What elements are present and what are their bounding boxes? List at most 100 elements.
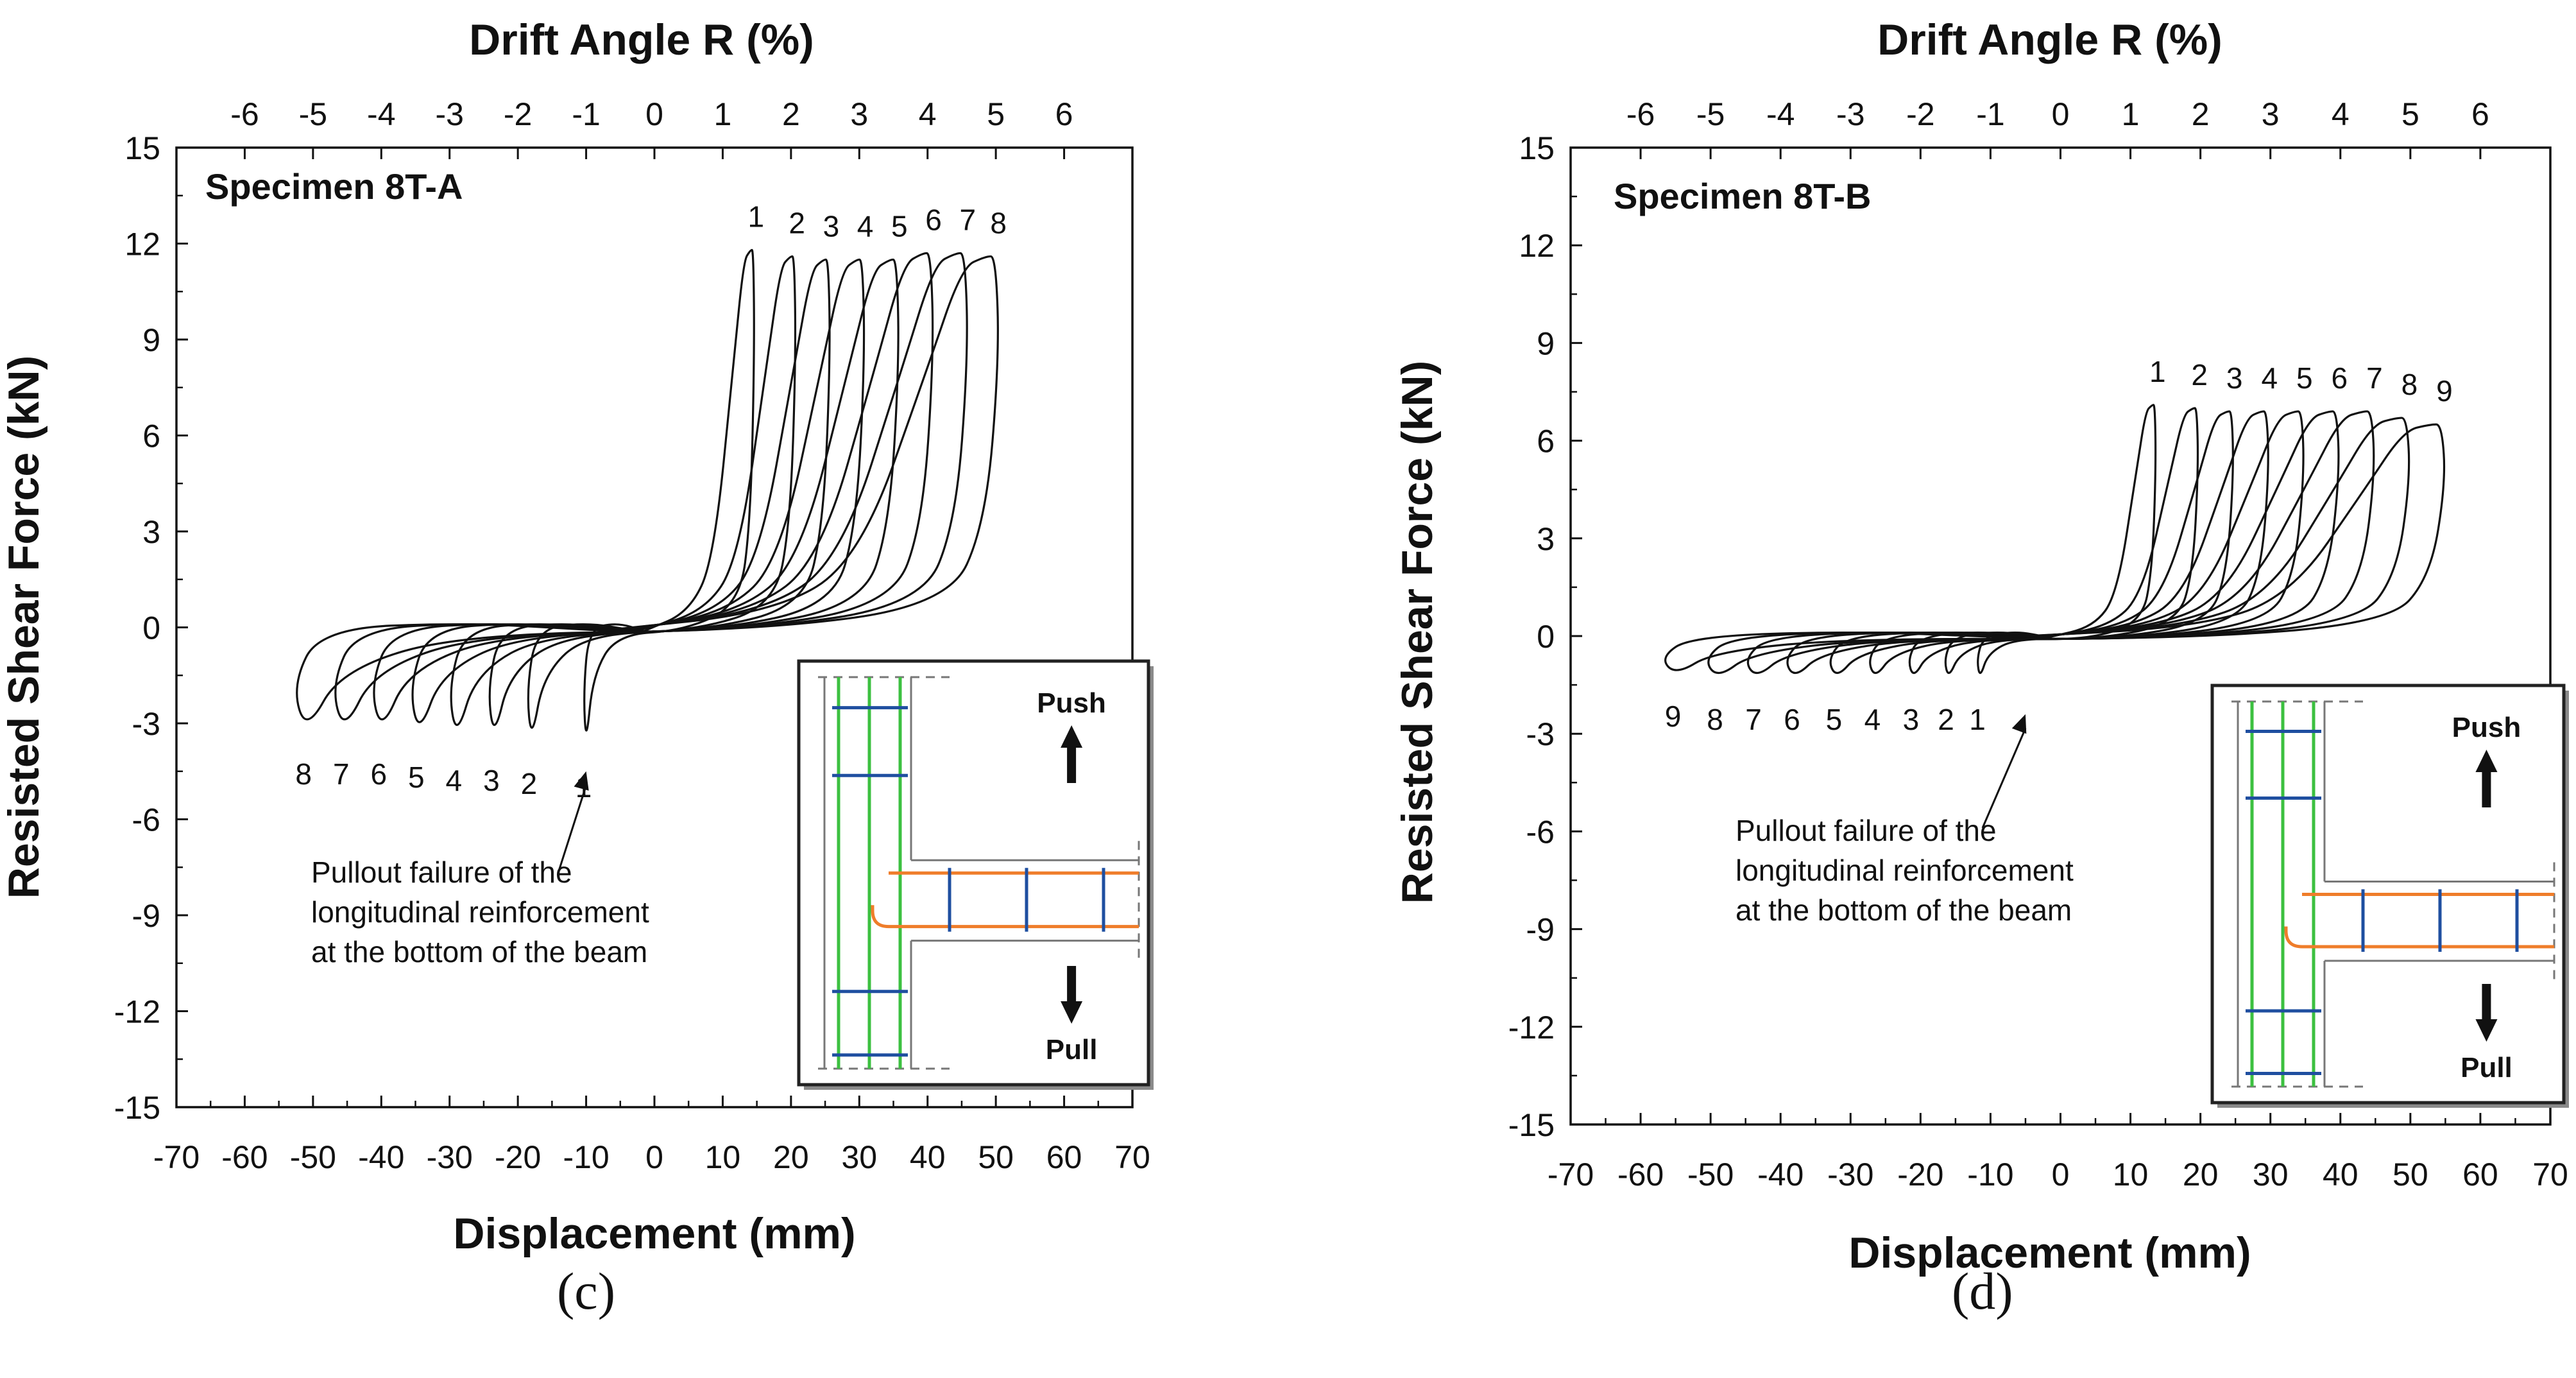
- positive-peak-label: 8: [990, 206, 1007, 239]
- drift-tick-label: 5: [987, 96, 1005, 132]
- positive-peak-label: 6: [925, 203, 942, 236]
- x-tick-label: 20: [773, 1139, 809, 1175]
- x-tick-label: -50: [290, 1139, 336, 1175]
- hysteresis-loops: [1664, 404, 2446, 674]
- x-tick-label: -70: [153, 1139, 200, 1175]
- negative-peak-label: 9: [1665, 700, 1682, 733]
- x-tick-label: 70: [1114, 1139, 1150, 1175]
- x-tick-label: -50: [1687, 1157, 1734, 1193]
- negative-peak-label: 7: [333, 757, 350, 791]
- top-axis-title: Drift Angle R (%): [469, 15, 814, 64]
- chart-c: -70 -60 -50 -40 -30 -20 -10 0 10 20 30 40 50 60 70-6 -5…: [0, 15, 1154, 1258]
- y-tick-label: -6: [1526, 814, 1555, 850]
- drift-tick-label: 3: [850, 96, 868, 132]
- x-tick-label: 40: [2323, 1157, 2358, 1193]
- x-axis-title: Displacement (mm): [453, 1209, 855, 1258]
- x-tick-label: -60: [1617, 1157, 1664, 1193]
- y-tick-label: -3: [1526, 716, 1555, 752]
- panel-label-d: (d): [1952, 1262, 2013, 1320]
- x-tick-label: 0: [645, 1139, 663, 1175]
- negative-peak-label: 4: [1864, 703, 1881, 736]
- y-tick-label: -6: [132, 802, 160, 838]
- y-tick-label: 3: [142, 514, 160, 550]
- positive-peak-label: 2: [789, 206, 805, 239]
- annotation-arrow-line: [1981, 728, 2027, 829]
- hysteresis-loop: [1944, 407, 2199, 674]
- pull-label: Pull: [2461, 1052, 2512, 1083]
- y-tick-label: 6: [1537, 424, 1555, 460]
- x-tick-label: -40: [358, 1139, 404, 1175]
- hysteresis-loop: [296, 255, 999, 721]
- x-tick-label: 10: [705, 1139, 741, 1175]
- x-axis-title: Displacement (mm): [1848, 1228, 2251, 1277]
- hysteresis-loop: [450, 258, 866, 727]
- drift-tick-label: 0: [645, 96, 663, 132]
- hysteresis-loop: [1746, 410, 2375, 674]
- x-tick-label: -20: [1897, 1157, 1943, 1193]
- drift-tick-label: -3: [435, 96, 463, 132]
- x-tick-label: 60: [1046, 1139, 1082, 1175]
- pull-arrow-icon: [1061, 966, 1083, 1024]
- hysteresis-loop: [1786, 410, 2340, 674]
- drift-tick-label: 0: [2052, 96, 2070, 132]
- negative-peak-label: 5: [408, 761, 425, 794]
- negative-peak-label: 1: [1969, 703, 1986, 736]
- x-tick-label: 50: [2393, 1157, 2428, 1193]
- pull-label: Pull: [1046, 1034, 1098, 1065]
- y-tick-label: -15: [1508, 1107, 1555, 1143]
- hysteresis-loop: [1707, 417, 2410, 674]
- chart-d: -70 -60 -50 -40 -30 -20 -10 0 10 20 30 40 50 60 70-6 -5…: [1393, 15, 2569, 1277]
- positive-peak-label: 2: [2191, 358, 2208, 392]
- annotation-line: Pullout failure of the: [311, 856, 572, 889]
- negative-peak-label: 4: [446, 764, 463, 797]
- top-axis-title: Drift Angle R (%): [1877, 15, 2222, 64]
- panel-label-c: (c): [557, 1262, 616, 1320]
- y-tick-label: 9: [1537, 325, 1555, 361]
- hysteresis-loop: [583, 248, 755, 732]
- y-tick-label: 6: [142, 418, 160, 454]
- x-tick-label: -20: [495, 1139, 541, 1175]
- x-tick-label: -70: [1548, 1157, 1594, 1193]
- positive-peak-label: 8: [2401, 368, 2418, 401]
- positive-peak-label: 7: [2366, 361, 2383, 395]
- negative-peak-label: 5: [1826, 703, 1843, 736]
- drift-tick-label: 3: [2262, 96, 2280, 132]
- annotation-line: longitudinal reinforcement: [1736, 854, 2074, 887]
- drift-tick-label: 6: [2471, 96, 2489, 132]
- hysteresis-loop: [1664, 423, 2446, 671]
- x-tick-label: 60: [2462, 1157, 2498, 1193]
- y-tick-label: -12: [1508, 1010, 1555, 1046]
- positive-peak-label: 4: [857, 209, 874, 243]
- hysteresis-loop: [373, 252, 934, 721]
- drift-tick-label: -4: [367, 96, 395, 132]
- drift-tick-label: -2: [1906, 96, 1934, 132]
- annotation-arrowhead: [574, 771, 589, 791]
- negative-peak-label: 8: [295, 757, 312, 791]
- drift-tick-label: -6: [230, 96, 259, 132]
- y-tick-label: 15: [124, 130, 160, 166]
- x-tick-label: -60: [221, 1139, 268, 1175]
- y-tick-label: 15: [1519, 130, 1555, 166]
- push-arrow-icon: [1061, 725, 1083, 783]
- x-tick-label: 0: [2052, 1157, 2070, 1193]
- hysteresis-loop: [1908, 410, 2234, 674]
- beam-bottom-rebar: [871, 905, 1139, 929]
- negative-peak-label: 2: [521, 767, 538, 800]
- y-axis-title: Resisted Shear Force (kN): [1393, 361, 1442, 904]
- x-tick-label: -30: [1827, 1157, 1873, 1193]
- hysteresis-loop: [488, 258, 831, 727]
- x-tick-label: 10: [2113, 1157, 2149, 1193]
- positive-peak-label: 7: [959, 203, 976, 236]
- drift-tick-label: 4: [919, 96, 937, 132]
- negative-peak-label: 8: [1707, 703, 1723, 736]
- y-tick-label: -3: [132, 706, 160, 742]
- annotation-line: longitudinal reinforcement: [311, 895, 649, 929]
- drift-tick-label: -2: [504, 96, 532, 132]
- drift-tick-label: -6: [1626, 96, 1655, 132]
- positive-peak-label: 3: [823, 209, 840, 243]
- drift-tick-label: 2: [782, 96, 800, 132]
- drift-tick-label: 1: [2122, 96, 2140, 132]
- positive-peak-label: 3: [2226, 361, 2243, 395]
- annotation-line: at the bottom of the beam: [311, 935, 647, 969]
